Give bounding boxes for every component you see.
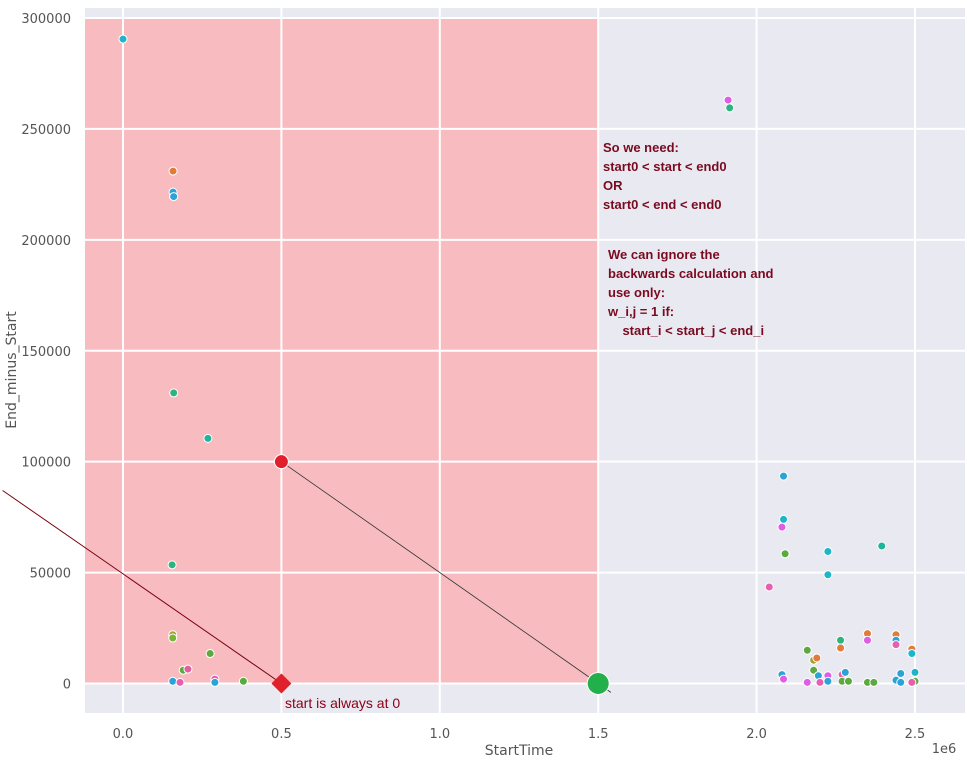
note2-line1: We can ignore the [608, 247, 720, 262]
x-tick-label: 2.0 [746, 727, 767, 742]
data-point [802, 677, 812, 687]
tick-labels-group: 0.0 0.5 1.0 1.5 2.0 2.5 0 50000 100000 150000 2000… [21, 12, 925, 742]
note2-line4: w_i,j = 1 if: [607, 304, 674, 319]
data-point [869, 677, 879, 687]
data-point [891, 640, 901, 650]
darkred-diagonal-line [2, 490, 282, 684]
data-point [907, 649, 917, 659]
data-point [238, 676, 248, 686]
data-point [779, 674, 789, 684]
red-diamond-marker [271, 673, 292, 694]
data-point [877, 541, 887, 551]
data-point [862, 635, 872, 645]
note1-line2: start0 < start < end0 [603, 159, 727, 174]
data-point [723, 95, 733, 105]
y-tick-label: 250000 [21, 123, 71, 138]
note1-line1: So we need: [603, 140, 679, 155]
data-point [169, 192, 179, 202]
x-tick-label: 2.5 [905, 727, 926, 742]
data-point [815, 677, 825, 687]
data-point [780, 549, 790, 559]
annotation-lines-group [2, 461, 612, 693]
data-point [168, 676, 178, 686]
note2-line3: use only: [608, 285, 665, 300]
y-tick-label: 300000 [21, 12, 71, 27]
note1-line3: OR [603, 178, 623, 193]
y-tick-label: 50000 [30, 567, 71, 582]
data-point [777, 522, 787, 532]
note2-line5: start_i < start_j < end_i [608, 323, 764, 338]
data-point [779, 514, 789, 524]
data-point [175, 677, 185, 687]
x-tick-label: 0.5 [271, 727, 292, 742]
data-point [843, 676, 853, 686]
data-point [764, 582, 774, 592]
y-tick-label: 0 [63, 678, 71, 693]
data-points-group [118, 34, 920, 687]
data-point [205, 649, 215, 659]
x-tick-label: 0.0 [113, 727, 134, 742]
x-tick-label: 1.5 [588, 727, 609, 742]
data-point [183, 664, 193, 674]
x-tick-label: 1.0 [429, 727, 450, 742]
note2-line2: backwards calculation and [608, 266, 774, 281]
data-point [779, 471, 789, 481]
note-ignore-backwards: We can ignore the backwards calculation … [607, 247, 799, 338]
note-so-we-need: So we need: start0 < start < end0 OR sta… [603, 140, 730, 212]
data-point [910, 667, 920, 677]
data-point [840, 667, 850, 677]
data-point [896, 669, 906, 679]
data-point [823, 570, 833, 580]
y-tick-label: 100000 [21, 456, 71, 471]
data-point [896, 677, 906, 687]
note1-line4: start0 < end < end0 [603, 197, 722, 212]
red-point-marker [273, 454, 289, 470]
black-diagonal-line [281, 461, 612, 693]
data-point [167, 560, 177, 570]
data-point [118, 34, 128, 44]
data-point [203, 433, 213, 443]
data-point [836, 635, 846, 645]
green-point-marker [586, 672, 610, 695]
x-offset-text: 1e6 [932, 742, 957, 757]
data-point [823, 676, 833, 686]
x-axis-label: StartTime [485, 743, 553, 759]
caption-start-always-zero: start is always at 0 [285, 695, 400, 711]
data-point [907, 677, 917, 687]
data-point [725, 103, 735, 113]
y-tick-label: 150000 [21, 345, 71, 360]
y-tick-label: 200000 [21, 234, 71, 249]
data-point [823, 547, 833, 557]
data-point [812, 653, 822, 663]
data-point [168, 166, 178, 176]
data-point [210, 677, 220, 687]
data-point [802, 645, 812, 655]
y-axis-label: End_minus_Start [4, 311, 20, 429]
data-point [168, 633, 178, 643]
data-point [169, 388, 179, 398]
annotation-markers-group [271, 454, 610, 695]
data-point [836, 643, 846, 653]
